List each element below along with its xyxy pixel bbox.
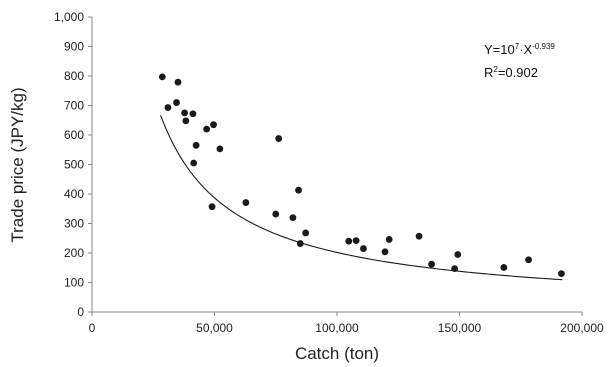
y-tick-label: 600 — [64, 128, 84, 142]
x-tick-label: 50,000 — [196, 321, 233, 335]
data-point — [454, 251, 462, 258]
y-axis-title: Trade price (JPY/kg) — [8, 87, 27, 242]
data-point — [208, 203, 216, 211]
x-tick-label: 150,000 — [438, 321, 482, 335]
r2-prefix: R — [484, 65, 493, 80]
data-point — [158, 73, 166, 81]
data-point — [345, 237, 353, 245]
x-ticks: 0 50,000 100,000 150,000 200,000 — [89, 312, 604, 335]
equation-mid: ·X — [519, 42, 532, 57]
data-point — [203, 125, 211, 133]
equation-annotation: Y=107·X-0.939 — [484, 42, 555, 57]
data-point — [190, 159, 198, 167]
x-tick-label: 100,000 — [315, 321, 359, 335]
data-point — [242, 199, 250, 206]
data-point — [415, 232, 423, 240]
data-point — [272, 210, 280, 218]
equation-prefix: Y=10 — [484, 42, 515, 57]
equation-exponent2: -0.939 — [532, 42, 555, 51]
data-point — [451, 265, 458, 273]
x-axis-title: Catch (ton) — [295, 344, 379, 363]
y-tick-label: 0 — [77, 305, 84, 319]
data-point — [296, 240, 304, 247]
data-point — [525, 256, 532, 264]
y-tick-label: 700 — [64, 99, 84, 113]
data-point — [302, 229, 310, 237]
y-tick-label: 1,000 — [54, 10, 84, 24]
y-tick-label: 100 — [64, 276, 84, 290]
r2-exponent: 2 — [493, 65, 498, 74]
x-tick-label: 0 — [89, 321, 96, 335]
data-point — [428, 260, 435, 268]
data-point — [289, 214, 297, 222]
data-points — [158, 73, 565, 278]
r2-value: =0.902 — [498, 65, 538, 80]
y-tick-label: 300 — [64, 217, 84, 231]
data-point — [295, 186, 302, 194]
data-point — [352, 237, 360, 245]
data-point — [181, 109, 189, 117]
data-point — [210, 121, 217, 129]
data-point — [189, 110, 197, 118]
data-point — [500, 264, 508, 271]
y-tick-label: 500 — [64, 158, 84, 172]
data-point — [385, 236, 393, 243]
data-point — [174, 78, 182, 86]
data-point — [192, 141, 200, 149]
equation-exponent: 7 — [515, 42, 520, 51]
data-point — [275, 135, 283, 142]
y-tick-label: 900 — [64, 40, 84, 54]
data-point — [173, 99, 180, 106]
y-tick-label: 200 — [64, 246, 84, 260]
r2-annotation: R2=0.902 — [484, 65, 538, 80]
y-tick-label: 800 — [64, 69, 84, 83]
data-point — [381, 248, 389, 256]
x-tick-label: 200,000 — [560, 321, 604, 335]
trendline — [160, 115, 563, 281]
data-point — [216, 145, 224, 153]
y-ticks: 0 100 200 300 400 500 600 700 800 900 1,000 — [54, 10, 92, 319]
y-tick-label: 400 — [64, 187, 84, 201]
data-point — [360, 245, 367, 252]
data-point — [182, 117, 190, 125]
data-point — [558, 270, 565, 278]
data-point — [164, 104, 172, 111]
